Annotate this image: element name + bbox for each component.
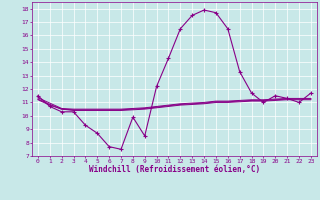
- X-axis label: Windchill (Refroidissement éolien,°C): Windchill (Refroidissement éolien,°C): [89, 165, 260, 174]
